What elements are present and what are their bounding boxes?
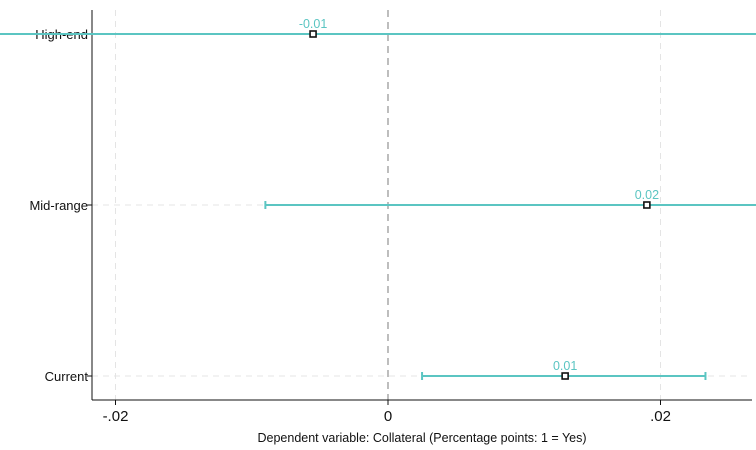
point-estimate-2 (561, 372, 569, 380)
point-estimate-0 (309, 30, 317, 38)
data-label-2: 0.01 (553, 359, 577, 373)
data-label-0: -0.01 (299, 17, 328, 31)
category-label-1: Mid-range (29, 198, 88, 213)
data-label-1: 0.02 (635, 188, 659, 202)
category-label-2: Current (45, 369, 89, 384)
point-estimate-1 (643, 201, 651, 209)
series-layer: -0.01 0.02 0.01 (0, 17, 756, 380)
x-tick-label-1: -.02 (103, 408, 129, 425)
x-tick-label-3: .02 (650, 408, 671, 425)
x-tick-label-2: 0 (384, 408, 392, 425)
x-axis-title: Dependent variable: Collateral (Percenta… (257, 431, 586, 445)
